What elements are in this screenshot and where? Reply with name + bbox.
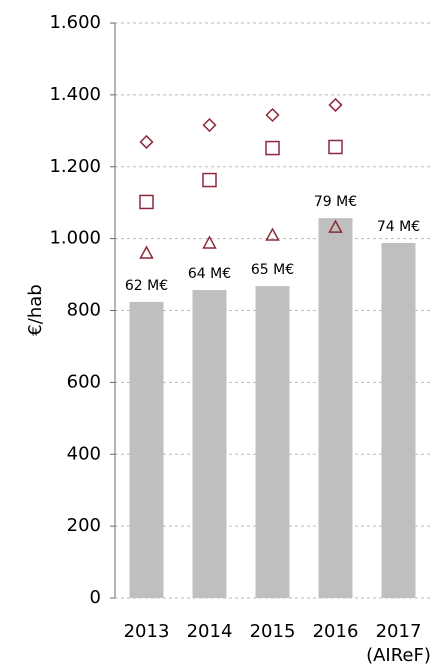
y-tick-label: 200 bbox=[67, 515, 101, 536]
square-marker bbox=[202, 172, 217, 188]
triangle-marker bbox=[202, 235, 217, 249]
y-tick-label: 1.000 bbox=[49, 228, 101, 249]
triangle-marker bbox=[265, 227, 280, 241]
y-tick-label: 1.600 bbox=[49, 12, 101, 33]
triangle-marker bbox=[328, 219, 343, 233]
y-axis-label: €/hab bbox=[25, 284, 46, 335]
x-tick-label: 2013 bbox=[124, 621, 170, 642]
x-tick-label: 2017 (AIReF) bbox=[366, 621, 431, 666]
bar-label: 64 M€ bbox=[188, 266, 231, 282]
y-tick-label: 1.400 bbox=[49, 84, 101, 105]
square-marker bbox=[139, 194, 154, 210]
x-tick-label-line: (AIReF) bbox=[366, 645, 431, 666]
bar bbox=[318, 218, 353, 598]
diamond-marker bbox=[202, 118, 217, 133]
y-tick-label: 400 bbox=[67, 443, 101, 464]
bar bbox=[255, 286, 290, 598]
bar bbox=[129, 301, 164, 598]
bar-label: 65 M€ bbox=[251, 262, 294, 278]
triangle-marker bbox=[139, 245, 154, 259]
square-marker bbox=[265, 140, 280, 156]
x-tick-label-line: 2017 bbox=[376, 621, 422, 642]
bar-label: 62 M€ bbox=[125, 278, 168, 294]
x-tick-label: 2014 bbox=[187, 621, 233, 642]
x-tick-label: 2016 bbox=[313, 621, 359, 642]
bar bbox=[381, 242, 416, 598]
diamond-marker bbox=[265, 107, 280, 123]
y-tick-label: 1.200 bbox=[49, 156, 101, 177]
bar-label: 74 M€ bbox=[377, 219, 420, 235]
bar bbox=[192, 290, 227, 598]
bar-label: 79 M€ bbox=[314, 194, 357, 210]
diamond-marker bbox=[139, 134, 154, 150]
y-tick-label: 0 bbox=[90, 587, 101, 608]
square-marker bbox=[328, 139, 343, 155]
diamond-marker bbox=[328, 97, 343, 112]
y-tick-label: 600 bbox=[67, 371, 101, 392]
y-tick-label: 800 bbox=[67, 300, 101, 321]
x-tick-label: 2015 bbox=[250, 621, 296, 642]
